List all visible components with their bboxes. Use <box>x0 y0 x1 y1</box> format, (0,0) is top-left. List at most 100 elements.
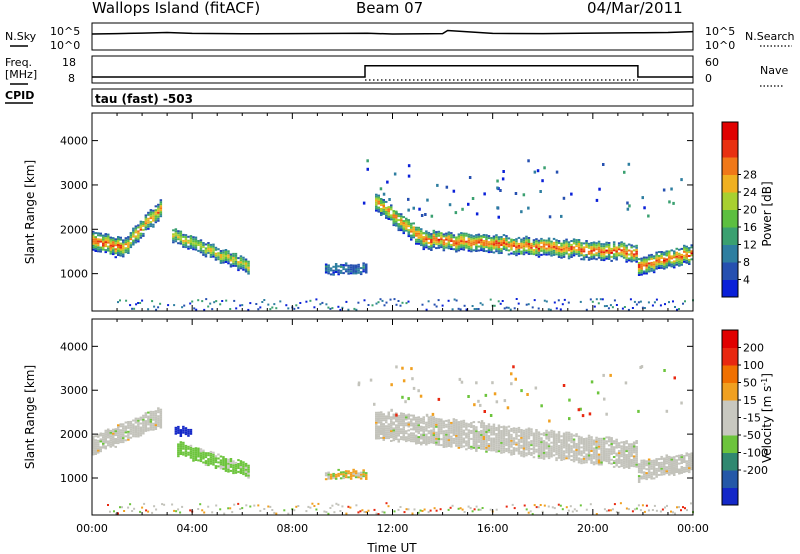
heat-cell <box>342 473 345 476</box>
heat-cell <box>505 450 508 452</box>
heat-cell <box>465 434 468 437</box>
heat-cell <box>582 461 586 464</box>
heat-cell <box>407 223 410 226</box>
heat-cell <box>540 453 543 455</box>
heat-cell <box>405 217 408 220</box>
heat-cell <box>417 430 420 433</box>
heat-cell <box>94 232 97 235</box>
noise-cell <box>357 511 360 514</box>
heat-cell <box>452 248 456 251</box>
noise-cell <box>269 308 272 311</box>
nsearch-tick-top: 10^5 <box>705 25 735 38</box>
noise-cell <box>643 510 646 513</box>
heat-cell <box>555 459 558 462</box>
scatter-cell <box>506 406 510 410</box>
heat-cell <box>442 420 446 423</box>
heat-cell <box>430 415 433 418</box>
heat-cell <box>665 254 668 257</box>
heat-cell <box>427 241 431 244</box>
heat-cell <box>572 240 576 243</box>
beam-title: Beam 07 <box>356 0 423 17</box>
heat-cell <box>397 223 400 226</box>
heat-cell <box>194 459 198 461</box>
heat-cell <box>385 415 388 418</box>
heat-cell <box>382 206 385 209</box>
heat-cell <box>392 220 395 223</box>
heat-cell <box>224 458 228 461</box>
heat-cell <box>622 462 626 465</box>
heat-cell <box>505 430 508 433</box>
heat-cell <box>632 255 636 258</box>
heat-cell <box>575 253 578 256</box>
scatter-cell <box>520 389 523 393</box>
heat-cell <box>410 418 413 421</box>
heat-cell <box>522 243 526 246</box>
heat-cell <box>209 245 213 248</box>
heat-cell <box>577 451 581 454</box>
heat-cell <box>663 253 666 256</box>
heat-cell <box>207 460 210 463</box>
heat-cell <box>445 232 448 235</box>
heat-cell <box>344 472 348 475</box>
heat-cell <box>527 253 531 255</box>
heat-cell <box>482 422 486 425</box>
heat-cell <box>475 446 478 448</box>
heat-cell <box>595 440 598 443</box>
heat-cell <box>668 258 671 261</box>
heat-cell <box>129 244 133 247</box>
heat-cell <box>149 414 153 417</box>
power-feature <box>172 228 250 275</box>
heat-cell <box>415 226 418 229</box>
heat-cell <box>435 239 438 242</box>
noise-cell <box>361 509 364 512</box>
heat-cell <box>640 259 643 262</box>
heat-cell <box>540 239 543 242</box>
heat-cell <box>680 257 683 260</box>
heat-cell <box>400 217 403 220</box>
heat-cell <box>472 421 476 424</box>
heat-cell <box>232 460 235 463</box>
heat-cell <box>567 243 571 246</box>
heat-cell <box>214 461 218 464</box>
heat-cell <box>442 235 446 238</box>
heat-cell <box>490 447 493 450</box>
heat-cell <box>537 455 541 458</box>
noise-cell <box>639 300 642 303</box>
heat-cell <box>607 436 611 439</box>
heat-cell <box>214 246 218 249</box>
heat-cell <box>502 433 506 436</box>
heat-cell <box>580 438 583 441</box>
heat-cell <box>432 241 436 244</box>
heat-cell <box>590 248 593 250</box>
heat-cell <box>122 249 125 252</box>
noise-cell <box>684 300 686 303</box>
heat-cell <box>192 457 195 460</box>
heat-cell <box>395 418 398 421</box>
heat-cell <box>595 246 598 249</box>
heat-cell <box>575 452 578 455</box>
heat-cell <box>337 271 340 274</box>
heat-cell <box>605 454 608 457</box>
heat-cell <box>422 436 425 439</box>
heat-cell <box>107 428 110 431</box>
heat-cell <box>390 422 393 425</box>
heat-cell <box>437 438 441 440</box>
heat-cell <box>450 421 453 424</box>
heat-cell <box>587 436 591 439</box>
heat-cell <box>477 446 481 449</box>
heat-cell <box>407 221 410 224</box>
heat-cell <box>525 454 528 457</box>
heat-cell <box>137 421 140 424</box>
heat-cell <box>632 463 636 466</box>
heat-cell <box>102 240 105 243</box>
heat-cell <box>627 467 631 469</box>
heat-cell <box>375 193 378 196</box>
noise-cell <box>505 505 508 508</box>
heat-cell <box>517 428 521 431</box>
heat-cell <box>382 413 385 416</box>
heat-cell <box>632 465 636 468</box>
heat-cell <box>332 472 335 475</box>
heat-cell <box>505 241 508 244</box>
heat-cell <box>357 472 360 475</box>
